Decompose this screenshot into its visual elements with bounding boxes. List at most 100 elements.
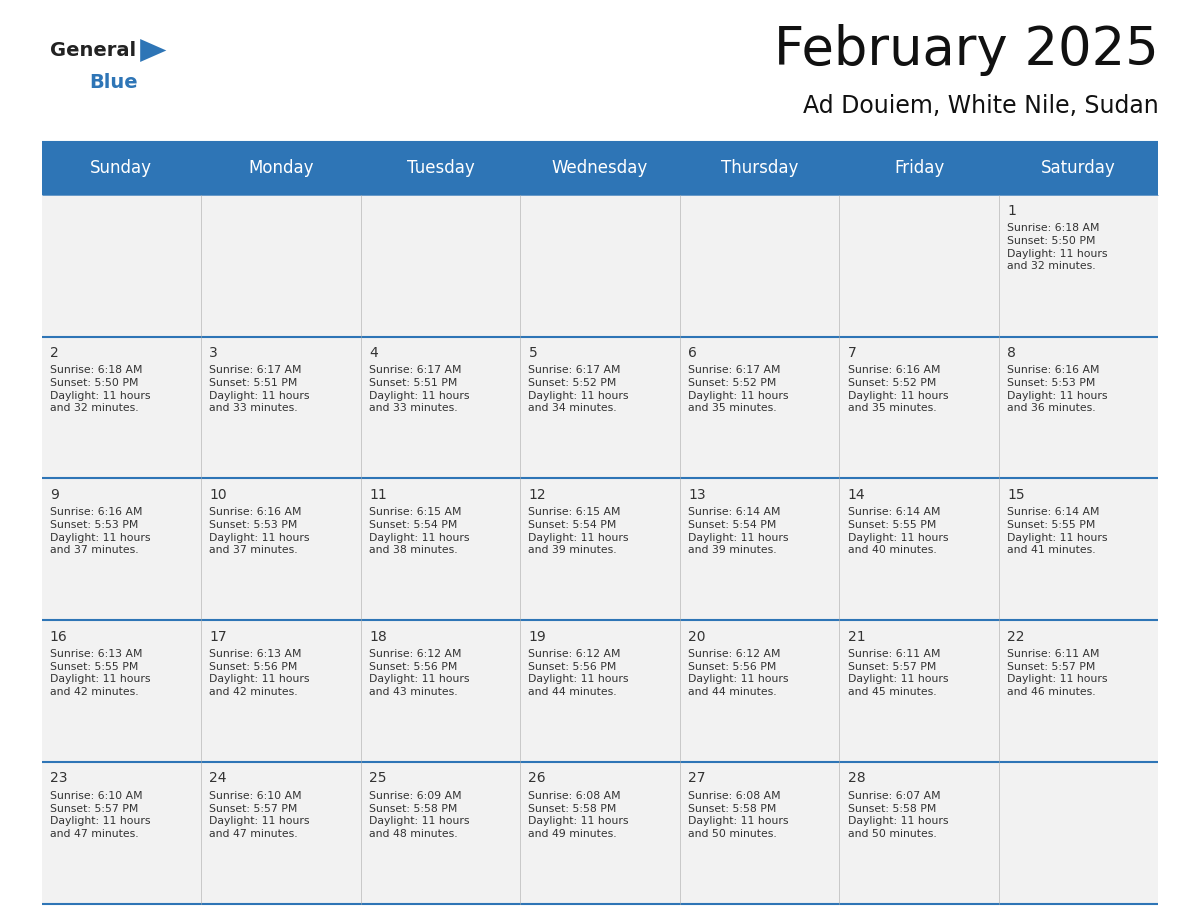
Bar: [999, 195, 1158, 337]
Text: 3: 3: [209, 346, 219, 360]
Text: Sunrise: 6:14 AM
Sunset: 5:55 PM
Daylight: 11 hours
and 41 minutes.: Sunrise: 6:14 AM Sunset: 5:55 PM Dayligh…: [1007, 507, 1107, 555]
Text: Sunrise: 6:09 AM
Sunset: 5:58 PM
Daylight: 11 hours
and 48 minutes.: Sunrise: 6:09 AM Sunset: 5:58 PM Dayligh…: [369, 790, 469, 839]
Text: Blue: Blue: [89, 73, 138, 92]
Bar: [520, 337, 680, 478]
Bar: [680, 142, 839, 195]
Bar: [42, 762, 201, 904]
Text: 16: 16: [50, 630, 68, 644]
Bar: [520, 621, 680, 762]
Text: Sunrise: 6:15 AM
Sunset: 5:54 PM
Daylight: 11 hours
and 39 minutes.: Sunrise: 6:15 AM Sunset: 5:54 PM Dayligh…: [529, 507, 628, 555]
Text: Sunrise: 6:07 AM
Sunset: 5:58 PM
Daylight: 11 hours
and 50 minutes.: Sunrise: 6:07 AM Sunset: 5:58 PM Dayligh…: [847, 790, 948, 839]
Text: Ad Douiem, White Nile, Sudan: Ad Douiem, White Nile, Sudan: [803, 94, 1158, 118]
Text: Friday: Friday: [893, 160, 944, 177]
Text: 12: 12: [529, 487, 546, 501]
Text: General: General: [50, 41, 135, 60]
Bar: [520, 195, 680, 337]
Text: 25: 25: [369, 771, 386, 786]
Text: Sunrise: 6:12 AM
Sunset: 5:56 PM
Daylight: 11 hours
and 44 minutes.: Sunrise: 6:12 AM Sunset: 5:56 PM Dayligh…: [688, 649, 789, 698]
Text: 8: 8: [1007, 346, 1016, 360]
Text: 2: 2: [50, 346, 58, 360]
Bar: [201, 621, 361, 762]
Text: Sunrise: 6:16 AM
Sunset: 5:52 PM
Daylight: 11 hours
and 35 minutes.: Sunrise: 6:16 AM Sunset: 5:52 PM Dayligh…: [847, 365, 948, 413]
Text: Sunrise: 6:16 AM
Sunset: 5:53 PM
Daylight: 11 hours
and 37 minutes.: Sunrise: 6:16 AM Sunset: 5:53 PM Dayligh…: [50, 507, 151, 555]
Bar: [361, 478, 520, 621]
Text: Sunrise: 6:10 AM
Sunset: 5:57 PM
Daylight: 11 hours
and 47 minutes.: Sunrise: 6:10 AM Sunset: 5:57 PM Dayligh…: [209, 790, 310, 839]
Text: 26: 26: [529, 771, 546, 786]
Bar: [680, 195, 839, 337]
Bar: [839, 195, 999, 337]
Text: Monday: Monday: [248, 160, 314, 177]
Text: Sunrise: 6:08 AM
Sunset: 5:58 PM
Daylight: 11 hours
and 50 minutes.: Sunrise: 6:08 AM Sunset: 5:58 PM Dayligh…: [688, 790, 789, 839]
Text: Sunrise: 6:17 AM
Sunset: 5:52 PM
Daylight: 11 hours
and 34 minutes.: Sunrise: 6:17 AM Sunset: 5:52 PM Dayligh…: [529, 365, 628, 413]
Text: February 2025: February 2025: [773, 25, 1158, 76]
Text: Sunrise: 6:18 AM
Sunset: 5:50 PM
Daylight: 11 hours
and 32 minutes.: Sunrise: 6:18 AM Sunset: 5:50 PM Dayligh…: [50, 365, 151, 413]
Bar: [361, 337, 520, 478]
Bar: [201, 195, 361, 337]
Text: Sunrise: 6:12 AM
Sunset: 5:56 PM
Daylight: 11 hours
and 43 minutes.: Sunrise: 6:12 AM Sunset: 5:56 PM Dayligh…: [369, 649, 469, 698]
Bar: [361, 621, 520, 762]
Bar: [999, 621, 1158, 762]
Text: 18: 18: [369, 630, 387, 644]
Text: 20: 20: [688, 630, 706, 644]
Text: 6: 6: [688, 346, 697, 360]
Text: Sunrise: 6:12 AM
Sunset: 5:56 PM
Daylight: 11 hours
and 44 minutes.: Sunrise: 6:12 AM Sunset: 5:56 PM Dayligh…: [529, 649, 628, 698]
Bar: [520, 762, 680, 904]
Text: 1: 1: [1007, 204, 1016, 218]
Bar: [680, 478, 839, 621]
Bar: [42, 142, 201, 195]
Text: 4: 4: [369, 346, 378, 360]
Bar: [680, 337, 839, 478]
Text: Sunrise: 6:15 AM
Sunset: 5:54 PM
Daylight: 11 hours
and 38 minutes.: Sunrise: 6:15 AM Sunset: 5:54 PM Dayligh…: [369, 507, 469, 555]
Bar: [361, 142, 520, 195]
Text: 11: 11: [369, 487, 387, 501]
Bar: [839, 142, 999, 195]
Bar: [999, 142, 1158, 195]
Bar: [42, 337, 201, 478]
Text: Sunrise: 6:14 AM
Sunset: 5:55 PM
Daylight: 11 hours
and 40 minutes.: Sunrise: 6:14 AM Sunset: 5:55 PM Dayligh…: [847, 507, 948, 555]
Text: Saturday: Saturday: [1041, 160, 1116, 177]
Bar: [999, 478, 1158, 621]
Bar: [201, 762, 361, 904]
Bar: [839, 478, 999, 621]
Bar: [361, 195, 520, 337]
Text: 28: 28: [847, 771, 865, 786]
Bar: [361, 762, 520, 904]
Text: 5: 5: [529, 346, 537, 360]
Text: Sunrise: 6:10 AM
Sunset: 5:57 PM
Daylight: 11 hours
and 47 minutes.: Sunrise: 6:10 AM Sunset: 5:57 PM Dayligh…: [50, 790, 151, 839]
Text: 10: 10: [209, 487, 227, 501]
Text: 13: 13: [688, 487, 706, 501]
Text: Sunrise: 6:17 AM
Sunset: 5:51 PM
Daylight: 11 hours
and 33 minutes.: Sunrise: 6:17 AM Sunset: 5:51 PM Dayligh…: [369, 365, 469, 413]
Text: 22: 22: [1007, 630, 1024, 644]
Bar: [680, 762, 839, 904]
Bar: [839, 762, 999, 904]
Bar: [520, 478, 680, 621]
Text: Tuesday: Tuesday: [406, 160, 474, 177]
Text: 19: 19: [529, 630, 546, 644]
Text: 14: 14: [847, 487, 865, 501]
Text: 27: 27: [688, 771, 706, 786]
Text: Sunrise: 6:16 AM
Sunset: 5:53 PM
Daylight: 11 hours
and 36 minutes.: Sunrise: 6:16 AM Sunset: 5:53 PM Dayligh…: [1007, 365, 1107, 413]
Text: Sunrise: 6:18 AM
Sunset: 5:50 PM
Daylight: 11 hours
and 32 minutes.: Sunrise: 6:18 AM Sunset: 5:50 PM Dayligh…: [1007, 223, 1107, 272]
Bar: [520, 142, 680, 195]
Bar: [42, 478, 201, 621]
Text: Sunrise: 6:17 AM
Sunset: 5:52 PM
Daylight: 11 hours
and 35 minutes.: Sunrise: 6:17 AM Sunset: 5:52 PM Dayligh…: [688, 365, 789, 413]
Bar: [999, 337, 1158, 478]
Text: 7: 7: [847, 346, 857, 360]
Text: Sunrise: 6:08 AM
Sunset: 5:58 PM
Daylight: 11 hours
and 49 minutes.: Sunrise: 6:08 AM Sunset: 5:58 PM Dayligh…: [529, 790, 628, 839]
Text: 15: 15: [1007, 487, 1025, 501]
Text: Sunrise: 6:13 AM
Sunset: 5:55 PM
Daylight: 11 hours
and 42 minutes.: Sunrise: 6:13 AM Sunset: 5:55 PM Dayligh…: [50, 649, 151, 698]
Bar: [201, 142, 361, 195]
Bar: [839, 337, 999, 478]
Text: Sunrise: 6:17 AM
Sunset: 5:51 PM
Daylight: 11 hours
and 33 minutes.: Sunrise: 6:17 AM Sunset: 5:51 PM Dayligh…: [209, 365, 310, 413]
Text: Sunrise: 6:13 AM
Sunset: 5:56 PM
Daylight: 11 hours
and 42 minutes.: Sunrise: 6:13 AM Sunset: 5:56 PM Dayligh…: [209, 649, 310, 698]
Text: 23: 23: [50, 771, 68, 786]
Text: 21: 21: [847, 630, 865, 644]
Bar: [201, 478, 361, 621]
Bar: [42, 195, 201, 337]
Text: Sunrise: 6:11 AM
Sunset: 5:57 PM
Daylight: 11 hours
and 45 minutes.: Sunrise: 6:11 AM Sunset: 5:57 PM Dayligh…: [847, 649, 948, 698]
Text: 9: 9: [50, 487, 58, 501]
Text: Sunday: Sunday: [90, 160, 152, 177]
Bar: [680, 621, 839, 762]
Text: Thursday: Thursday: [721, 160, 798, 177]
Text: Sunrise: 6:14 AM
Sunset: 5:54 PM
Daylight: 11 hours
and 39 minutes.: Sunrise: 6:14 AM Sunset: 5:54 PM Dayligh…: [688, 507, 789, 555]
